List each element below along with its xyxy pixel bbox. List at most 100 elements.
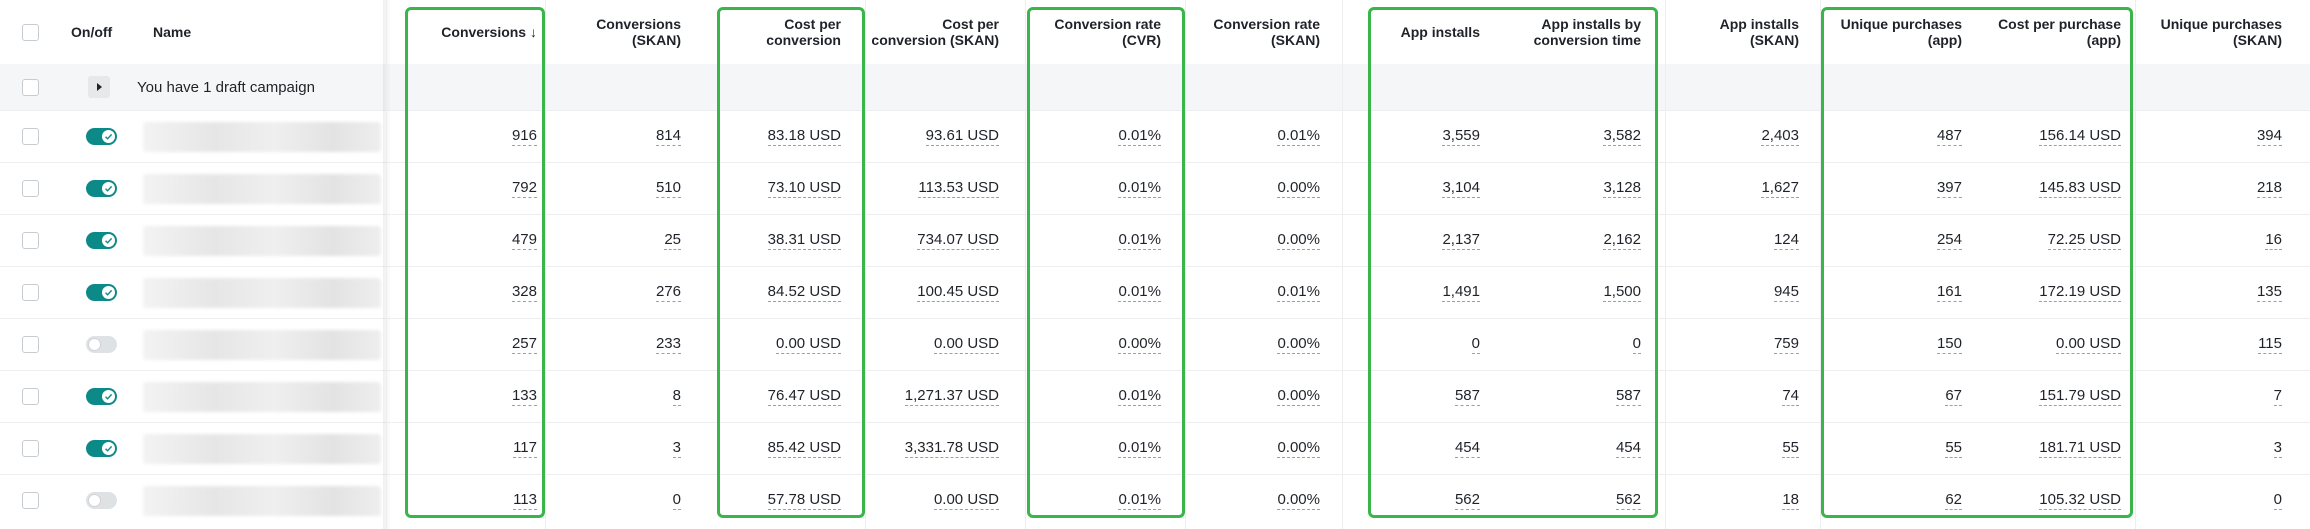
campaign-name-cell[interactable]: [143, 423, 383, 474]
campaign-name-cell[interactable]: [143, 475, 383, 526]
expand-draft-button[interactable]: [88, 64, 110, 110]
campaign-name-cell[interactable]: [143, 215, 383, 266]
cell-value[interactable]: 587: [1454, 387, 1480, 406]
row-toggle-cell[interactable]: [86, 267, 118, 318]
cell-value[interactable]: 0: [2273, 491, 2282, 510]
row-checkbox[interactable]: [22, 440, 39, 457]
table-row[interactable]: 916 814 83.18 USD 93.61 USD 0.01% 0.01% 3,559 3…: [0, 110, 2310, 162]
cell-value[interactable]: 0.00%: [1118, 335, 1161, 354]
cell-value[interactable]: 3,104: [1442, 179, 1480, 198]
cell-value[interactable]: 0.01%: [1277, 283, 1320, 302]
row-checkbox-cell[interactable]: [22, 423, 42, 474]
cell-value[interactable]: 62: [1945, 491, 1962, 510]
cell-value[interactable]: 3,128: [1603, 179, 1641, 198]
row-checkbox-cell[interactable]: [22, 215, 42, 266]
cell-value[interactable]: 0: [1632, 335, 1641, 354]
row-toggle-cell[interactable]: [86, 215, 118, 266]
cell-value[interactable]: 814: [655, 127, 681, 146]
row-checkbox[interactable]: [22, 180, 39, 197]
select-all-checkbox[interactable]: [22, 23, 39, 41]
cell-value[interactable]: 83.18 USD: [767, 127, 841, 146]
cell-value[interactable]: 2,162: [1603, 231, 1641, 250]
cell-value[interactable]: 0: [672, 491, 681, 510]
row-toggle-cell[interactable]: [86, 423, 118, 474]
cell-value[interactable]: 487: [1936, 127, 1962, 146]
row-checkbox[interactable]: [22, 492, 39, 509]
table-row[interactable]: 792 510 73.10 USD 113.53 USD 0.01% 0.00% 3,104…: [0, 162, 2310, 214]
campaign-name-cell[interactable]: [143, 319, 383, 370]
cell-value[interactable]: 3,582: [1603, 127, 1641, 146]
campaign-name-cell[interactable]: [143, 111, 383, 162]
cell-value[interactable]: 0.00%: [1277, 335, 1320, 354]
campaign-name-cell[interactable]: [143, 371, 383, 422]
cell-value[interactable]: 0.00 USD: [2055, 335, 2121, 354]
cell-value[interactable]: 161: [1936, 283, 1962, 302]
cell-value[interactable]: 510: [655, 179, 681, 198]
cell-value[interactable]: 67: [1945, 387, 1962, 406]
campaign-toggle[interactable]: [86, 336, 117, 353]
cell-value[interactable]: 0.01%: [1118, 283, 1161, 302]
cell-value[interactable]: 0.00%: [1277, 439, 1320, 458]
cell-value[interactable]: 25: [664, 231, 681, 250]
cell-value[interactable]: 18: [1782, 491, 1799, 510]
cell-value[interactable]: 233: [655, 335, 681, 354]
cell-value[interactable]: 85.42 USD: [767, 439, 841, 458]
cell-value[interactable]: 454: [1615, 439, 1641, 458]
table-row[interactable]: 113 0 57.78 USD 0.00 USD 0.01% 0.00% 562 562 18 6…: [0, 474, 2310, 526]
cell-value[interactable]: 76.47 USD: [767, 387, 841, 406]
cell-value[interactable]: 254: [1936, 231, 1962, 250]
header-unique-purchases-skan[interactable]: Unique purchases (SKAN): [2132, 0, 2282, 64]
cell-value[interactable]: 172.19 USD: [2039, 283, 2121, 302]
draft-checkbox[interactable]: [22, 78, 39, 96]
cell-value[interactable]: 562: [1454, 491, 1480, 510]
row-checkbox[interactable]: [22, 128, 39, 145]
cell-value[interactable]: 3,559: [1442, 127, 1480, 146]
cell-value[interactable]: 0: [1471, 335, 1480, 354]
campaign-toggle[interactable]: [86, 388, 117, 405]
row-checkbox[interactable]: [22, 284, 39, 301]
cell-value[interactable]: 0.01%: [1118, 439, 1161, 458]
row-checkbox-cell[interactable]: [22, 163, 42, 214]
campaign-toggle[interactable]: [86, 492, 117, 509]
header-name[interactable]: Name: [153, 24, 192, 40]
cell-value[interactable]: 587: [1615, 387, 1641, 406]
cell-value[interactable]: 1,491: [1442, 283, 1480, 302]
cell-value[interactable]: 135: [2256, 283, 2282, 302]
cell-value[interactable]: 2,137: [1442, 231, 1480, 250]
cell-value[interactable]: 734.07 USD: [917, 231, 999, 250]
cell-value[interactable]: 397: [1936, 179, 1962, 198]
cell-value[interactable]: 150: [1936, 335, 1962, 354]
cell-value[interactable]: 124: [1773, 231, 1799, 250]
campaign-toggle[interactable]: [86, 180, 117, 197]
table-row[interactable]: 257 233 0.00 USD 0.00 USD 0.00% 0.00% 0 0 759 150…: [0, 318, 2310, 370]
cell-value[interactable]: 133: [511, 387, 537, 406]
cell-value[interactable]: 73.10 USD: [767, 179, 841, 198]
header-cost-per-purchase-app[interactable]: Cost per purchase (app): [1971, 0, 2121, 64]
cell-value[interactable]: 0.01%: [1118, 127, 1161, 146]
cell-value[interactable]: 16: [2265, 231, 2282, 250]
row-checkbox-cell[interactable]: [22, 475, 42, 526]
cell-value[interactable]: 38.31 USD: [767, 231, 841, 250]
header-cost-per-conversion[interactable]: Cost per conversion: [691, 0, 841, 64]
row-checkbox[interactable]: [22, 232, 39, 249]
cell-value[interactable]: 181.71 USD: [2039, 439, 2121, 458]
header-app-installs-skan[interactable]: App installs (SKAN): [1649, 0, 1799, 64]
header-cost-per-conversion-skan[interactable]: Cost per conversion (SKAN): [849, 0, 999, 64]
cell-value[interactable]: 3: [2273, 439, 2282, 458]
cell-value[interactable]: 394: [2256, 127, 2282, 146]
row-checkbox[interactable]: [22, 336, 39, 353]
cell-value[interactable]: 0.01%: [1277, 127, 1320, 146]
table-row[interactable]: 133 8 76.47 USD 1,271.37 USD 0.01% 0.00% 587 58…: [0, 370, 2310, 422]
cell-value[interactable]: 0.00%: [1277, 231, 1320, 250]
campaign-toggle[interactable]: [86, 232, 117, 249]
cell-value[interactable]: 0.01%: [1118, 231, 1161, 250]
cell-value[interactable]: 0.01%: [1118, 387, 1161, 406]
cell-value[interactable]: 57.78 USD: [767, 491, 841, 510]
select-all-checkbox-cell[interactable]: [22, 0, 42, 64]
table-row[interactable]: 328 276 84.52 USD 100.45 USD 0.01% 0.01% 1,491…: [0, 266, 2310, 318]
cell-value[interactable]: 84.52 USD: [767, 283, 841, 302]
header-unique-purchases-app[interactable]: Unique purchases (app): [1812, 0, 1962, 64]
cell-value[interactable]: 792: [511, 179, 537, 198]
header-conversions[interactable]: Conversions ↓: [387, 0, 537, 64]
campaign-toggle[interactable]: [86, 128, 117, 145]
